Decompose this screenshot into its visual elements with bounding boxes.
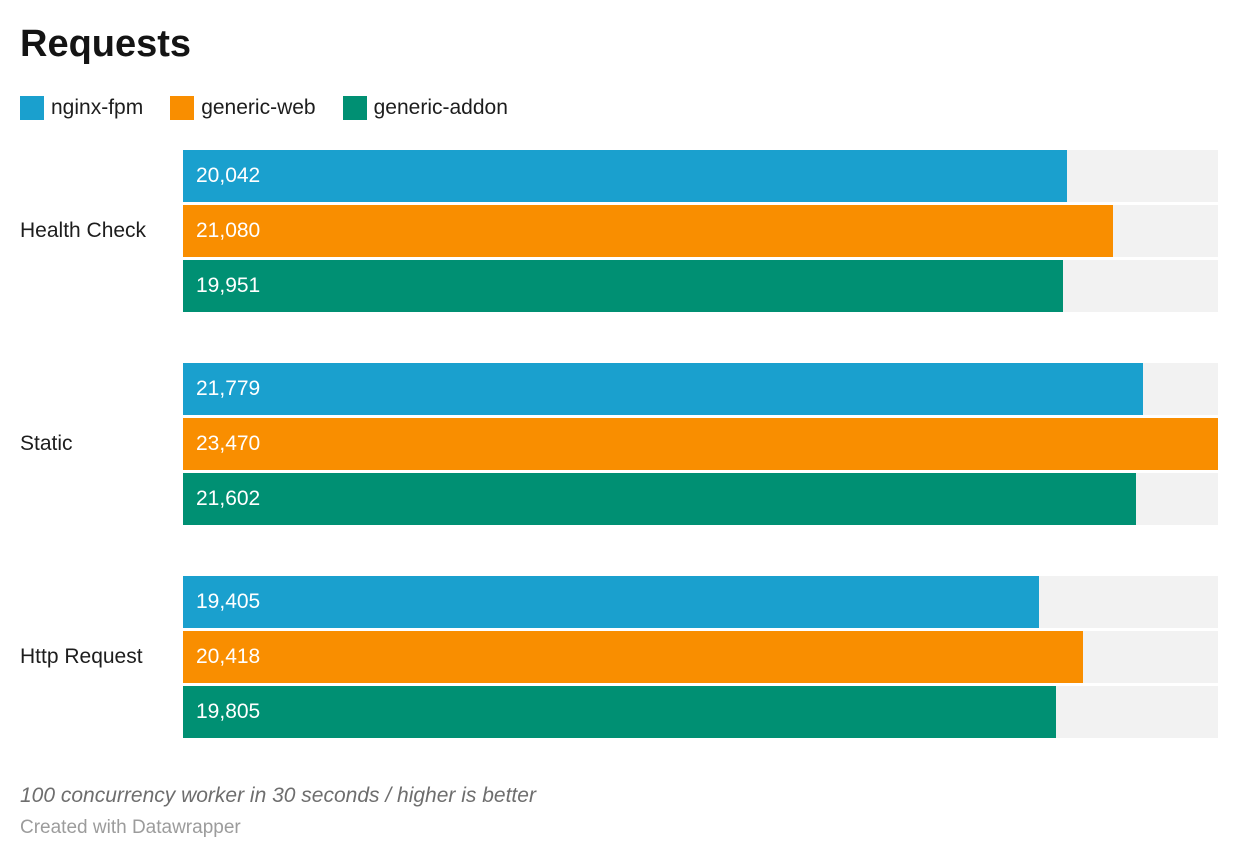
bar-track: 21,080 [183,205,1218,257]
footnote: 100 concurrency worker in 30 seconds / h… [20,784,536,807]
bar-generic-addon-http-request: 19,805 [183,686,1057,738]
bar-track: 23,470 [183,418,1218,470]
bars-health-check: 20,042 21,080 19,951 [183,150,1218,312]
bar-group-static: Static 21,779 23,470 21,602 [20,363,1218,525]
legend-swatch-icon [170,96,195,120]
bar-value-label: 19,951 [196,274,261,297]
bar-track: 21,602 [183,473,1218,525]
legend-item-generic-addon: generic-addon [342,96,508,120]
category-label: Http Request [20,645,143,668]
legend: nginx-fpm generic-web generic-addon [20,96,1218,120]
bar-track: 21,779 [183,363,1218,415]
bar-track: 20,042 [183,150,1218,202]
legend-label: generic-addon [373,96,508,119]
bar-value-label: 21,080 [196,219,261,242]
bar-value-label: 19,405 [196,590,261,613]
bar-nginx-fpm-http-request: 19,405 [183,576,1039,628]
bar-value-label: 20,042 [196,164,261,187]
bars-http-request: 19,405 20,418 19,805 [183,576,1218,738]
bars-static: 21,779 23,470 21,602 [183,363,1218,525]
bar-nginx-fpm-static: 21,779 [183,363,1144,415]
bar-track: 19,405 [183,576,1218,628]
bar-track: 19,951 [183,260,1218,312]
legend-item-nginx-fpm: nginx-fpm [20,96,143,120]
bar-nginx-fpm-health-check: 20,042 [183,150,1067,202]
legend-swatch-icon [342,96,367,120]
legend-label: generic-web [201,96,316,119]
legend-item-generic-web: generic-web [170,96,316,120]
bar-generic-addon-static: 21,602 [183,473,1136,525]
legend-swatch-icon [20,96,44,120]
datawrapper-attribution-link[interactable]: Created with Datawrapper [20,817,241,838]
category-label: Health Check [20,219,147,242]
bar-chart: Health Check 20,042 21,080 19,951 Static 21,7… [20,150,1218,738]
bar-group-http-request: Http Request 19,405 20,418 19,805 [20,576,1218,738]
category-label: Static [20,432,73,455]
bar-track: 20,418 [183,631,1218,683]
bar-group-health-check: Health Check 20,042 21,080 19,951 [20,150,1218,312]
bar-value-label: 19,805 [196,700,261,723]
bar-track: 19,805 [183,686,1218,738]
bar-generic-addon-health-check: 19,951 [183,260,1063,312]
bar-generic-web-health-check: 21,080 [183,205,1113,257]
chart-title: Requests [20,23,192,65]
bar-value-label: 20,418 [196,645,261,668]
bar-value-label: 21,779 [196,377,261,400]
bar-value-label: 21,602 [196,487,261,510]
bar-generic-web-http-request: 20,418 [183,631,1084,683]
bar-generic-web-static: 23,470 [183,418,1218,470]
legend-label: nginx-fpm [51,96,144,119]
bar-value-label: 23,470 [196,432,261,455]
